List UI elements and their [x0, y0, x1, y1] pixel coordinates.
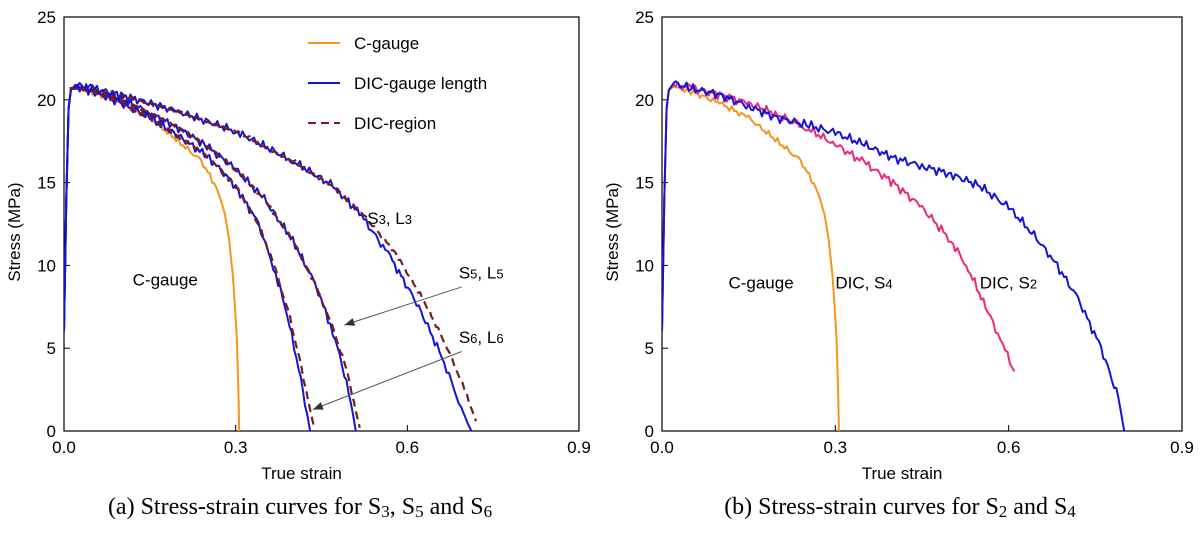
y-tick-label: 0: [47, 422, 56, 441]
curve-annotation: S3, L3: [367, 209, 412, 228]
curve-annotation: S6, L6: [459, 328, 504, 347]
y-tick-label: 10: [635, 256, 654, 275]
series-line: [69, 85, 361, 428]
y-tick-label: 15: [635, 174, 654, 193]
x-tick-label: 0.0: [650, 438, 674, 457]
chart-b: 0 5 10 15 20 25 0.0 0.3 0.6 0.9 True strain Stress …: [603, 8, 1194, 483]
y-tick-label: 25: [37, 8, 56, 27]
y-tick-label: 0: [645, 422, 654, 441]
x-tick-label: 0.0: [52, 438, 76, 457]
series-line: [64, 82, 473, 431]
annotation-arrowhead: [344, 318, 356, 326]
caption-b: (b) Stress-strain curves for S2 and S4: [724, 494, 1076, 521]
curve-annotation: C-gauge: [728, 274, 793, 293]
series-line: [662, 81, 1016, 372]
curve-annotation: C-gauge: [133, 270, 198, 289]
y-tick-label: 10: [37, 256, 56, 275]
x-tick-label: 0.9: [1170, 438, 1194, 457]
y-axis-label: Stress (MPa): [5, 182, 24, 281]
y-tick-label: 25: [635, 8, 654, 27]
y-tick-label: 20: [635, 91, 654, 110]
series-line: [69, 87, 316, 428]
plot-frame: [661, 16, 1183, 432]
legend-label: DIC-gauge length: [354, 74, 487, 93]
curve-annotation: DIC, S4: [835, 274, 892, 293]
series-line: [64, 83, 357, 431]
y-tick-label: 15: [37, 174, 56, 193]
curve-annotation: S5, L5: [459, 264, 504, 283]
x-axis-label: True strain: [862, 464, 943, 483]
chart-a: 0 5 10 15 20 25 0.0 0.3 0.6 0.9 True strain Stress …: [5, 8, 591, 483]
legend-label: DIC-region: [354, 114, 436, 133]
series-line: [64, 85, 241, 431]
x-tick-label: 0.6: [396, 438, 420, 457]
series-line: [662, 80, 1126, 431]
series-line: [662, 85, 840, 431]
series-line: [64, 84, 312, 431]
x-tick-label: 0.3: [824, 438, 848, 457]
x-tick-label: 0.3: [224, 438, 248, 457]
caption-a: (a) Stress-strain curves for S3, S5 and …: [107, 494, 493, 521]
annotation-arrow: [312, 351, 462, 410]
y-tick-label: 5: [645, 339, 654, 358]
y-tick-label: 5: [47, 339, 56, 358]
annotation-arrowhead: [312, 402, 324, 410]
series-line: [69, 85, 478, 422]
annotation-arrow: [344, 286, 462, 326]
legend-label: C-gauge: [354, 34, 419, 53]
y-axis-label: Stress (MPa): [603, 182, 622, 281]
y-tick-label: 20: [37, 91, 56, 110]
x-tick-label: 0.6: [997, 438, 1021, 457]
curve-annotation: DIC, S2: [980, 274, 1037, 293]
x-tick-label: 0.9: [567, 438, 591, 457]
plot-frame: [63, 16, 580, 432]
x-axis-label: True strain: [261, 464, 342, 483]
